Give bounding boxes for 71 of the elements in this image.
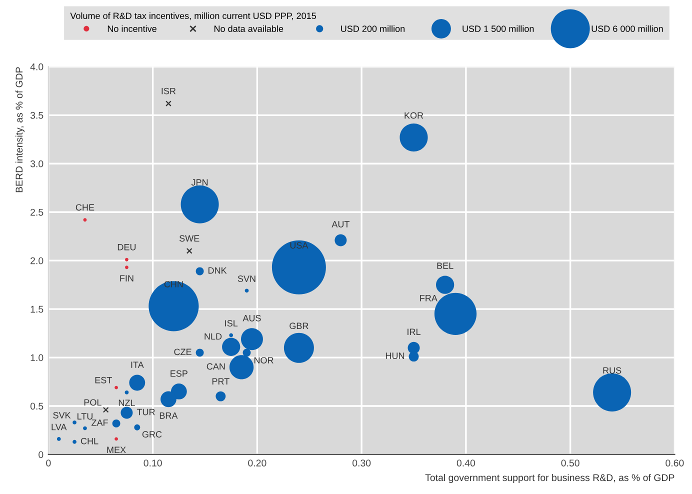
y-tick-label: 1.0 [30, 354, 44, 362]
x-tick-label: 0.50 [561, 460, 580, 466]
annotation: JPN [191, 179, 208, 186]
x-tick-label: 0.10 [144, 460, 162, 466]
point [125, 258, 128, 262]
legend-title: Volume of R&D tax incentives, million current USD PPP, 2015 [70, 12, 316, 20]
point [125, 266, 128, 270]
annotation: IRL [408, 328, 420, 335]
annotation: CHL [80, 438, 98, 444]
annotation: FRA [420, 294, 438, 302]
annotation: LVA [52, 424, 67, 430]
annotation: CZE [174, 348, 192, 356]
legend-label: USD 1 500 million [462, 25, 534, 32]
x-tick-label: 0.20 [248, 460, 266, 466]
annotation: NOR [254, 357, 274, 364]
x-tick-label: 0.60 [666, 460, 684, 466]
annotation: SVN [238, 276, 256, 282]
annotation: ITA [131, 362, 144, 368]
annotation: PRT [212, 378, 230, 384]
annotation: NLD [204, 333, 222, 340]
annotation: ZAF [92, 420, 108, 426]
annotation: TUR [136, 408, 155, 416]
legend-label: USD 200 million [341, 25, 405, 32]
annotation: AUS [242, 314, 261, 322]
annotation: DNK [208, 267, 227, 274]
x-tick-label: 0.30 [352, 460, 371, 466]
y-tick-label: 0 [38, 451, 44, 458]
annotation: HUN [386, 352, 404, 359]
annotation: GRC [142, 431, 162, 438]
point [83, 218, 87, 222]
point [114, 386, 118, 390]
x-axis-title: Total government support for business R&D, as % of GDP [425, 474, 674, 484]
y-tick-label: 1.5 [30, 306, 44, 313]
annotation: MEX [107, 446, 126, 454]
annotation: AUT [332, 221, 350, 228]
annotation: LTU [78, 413, 92, 420]
legend-label: No data available [214, 25, 284, 32]
annotation: RUS [603, 367, 622, 374]
annotation: FIN [120, 275, 134, 282]
annotation: POL [84, 399, 102, 406]
annotation: EST [95, 376, 112, 384]
annotation: ISL [225, 320, 238, 326]
point [102, 406, 109, 413]
y-tick-label: 4.0 [30, 63, 44, 70]
annotation: ESP [170, 370, 188, 377]
y-axis-title: BERD intensity, as % of GDP [15, 67, 25, 192]
y-tick-label: 2.5 [30, 208, 44, 216]
annotation: CHE [76, 204, 94, 211]
annotation: GBR [290, 322, 308, 330]
legend-label: No incentive [108, 25, 156, 32]
annotation: DEU [118, 244, 136, 250]
annotation: CAN [206, 363, 225, 370]
point [186, 248, 192, 254]
y-tick-label: 2.0 [30, 257, 44, 264]
annotation: NZL [118, 400, 135, 406]
legend-label: USD 6 000 million [592, 25, 663, 32]
y-tick-label: 3.5 [30, 112, 44, 119]
annotation: USA [290, 242, 308, 249]
point [114, 437, 118, 441]
x-tick-label: 0.40 [456, 460, 476, 466]
x-tick-label: 0 [46, 460, 51, 466]
y-tick-label: 0.5 [30, 402, 44, 410]
y-tick-label: 3.0 [30, 160, 44, 168]
annotation: SWE [179, 235, 200, 242]
annotation: KOR [404, 112, 424, 119]
annotation: CHN [164, 280, 183, 288]
annotation: ISR [162, 88, 176, 94]
annotation: BEL [437, 262, 454, 269]
annotation: BRA [160, 412, 178, 419]
point [166, 100, 172, 106]
annotation: SVK [53, 412, 71, 418]
